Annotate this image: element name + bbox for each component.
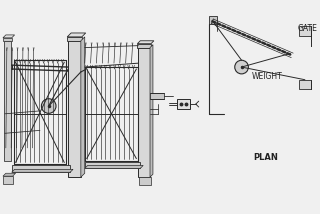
Bar <box>4 41 11 161</box>
Bar <box>3 38 12 41</box>
Bar <box>209 16 217 24</box>
Bar <box>299 80 311 89</box>
Bar <box>67 37 82 41</box>
Circle shape <box>41 99 56 113</box>
Bar <box>177 99 190 109</box>
Bar <box>3 176 13 184</box>
Bar <box>139 177 151 185</box>
Polygon shape <box>81 37 85 177</box>
Bar <box>12 165 70 172</box>
Bar <box>299 26 311 36</box>
Circle shape <box>235 60 248 74</box>
Polygon shape <box>137 41 154 44</box>
Text: PLAN: PLAN <box>253 153 278 162</box>
Bar <box>137 44 151 48</box>
Polygon shape <box>3 173 16 176</box>
Text: WEIGHT: WEIGHT <box>251 72 282 81</box>
Text: GATE: GATE <box>298 24 318 33</box>
Bar <box>85 162 140 168</box>
Bar <box>138 48 150 177</box>
Bar <box>150 93 164 99</box>
Polygon shape <box>3 35 15 38</box>
Polygon shape <box>150 45 153 177</box>
Polygon shape <box>12 169 73 172</box>
Polygon shape <box>67 33 86 37</box>
Bar <box>68 41 81 177</box>
Polygon shape <box>85 165 143 168</box>
